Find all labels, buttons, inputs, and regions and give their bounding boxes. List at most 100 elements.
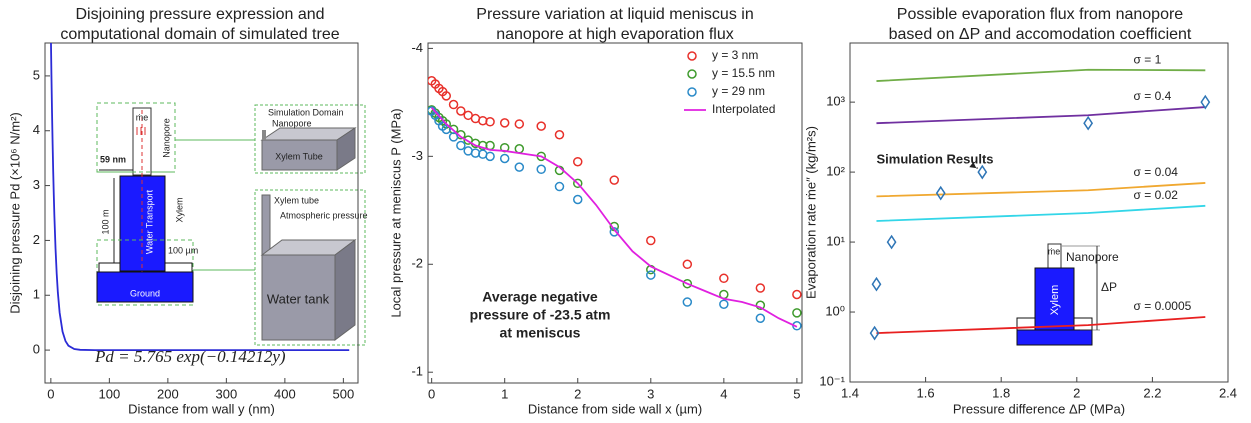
data-point <box>485 151 495 162</box>
y-tick-label: 2 <box>33 232 40 247</box>
y-tick-label: 4 <box>33 122 40 137</box>
legend-swatch <box>687 69 697 79</box>
tank-side <box>334 239 356 341</box>
y-axis-label: Local pressure at meniscus P (MPa) <box>388 108 403 317</box>
y-tick-label: -2 <box>411 256 423 271</box>
inset-label: Xylem <box>174 197 184 222</box>
x-tick-label: 0 <box>47 386 54 401</box>
data-point <box>456 140 466 151</box>
evap-arrows <box>136 127 146 135</box>
chart-title: Disjoining pressure expression and <box>75 6 324 23</box>
annotation: Average negative <box>482 289 598 305</box>
data-point <box>499 153 510 164</box>
series-line <box>876 68 1206 82</box>
block-front <box>261 139 338 171</box>
data-point <box>646 235 656 246</box>
series-line <box>876 204 1206 222</box>
legend-label: y = 29 nm <box>712 84 765 98</box>
x-tick-label: 1.6 <box>917 385 935 400</box>
tank-front <box>261 254 336 341</box>
series-label: Simulation Results <box>876 151 993 166</box>
series-label: σ = 1 <box>1134 52 1162 66</box>
x-tick-label: 1.8 <box>992 385 1010 400</box>
data-point <box>514 119 525 129</box>
data-point <box>682 259 693 270</box>
data-point <box>609 175 620 185</box>
legend-label: y = 15.5 nm <box>712 66 775 80</box>
y-tick-label: 10⁻¹ <box>819 373 845 388</box>
x-tick-label: 2.4 <box>1219 385 1237 400</box>
inset-label: 100 m <box>100 209 110 234</box>
data-point <box>935 185 946 201</box>
tree-diagram: Nanopore 59 nm 100 m Water Transport Xyl… <box>94 102 368 366</box>
data-point <box>554 181 565 192</box>
y-tick-label: 10³ <box>826 94 845 109</box>
data-point <box>456 106 466 116</box>
x-tick-label: 1.4 <box>841 385 859 400</box>
data-point <box>485 117 495 127</box>
legend-swatch <box>687 87 697 97</box>
x-axis-label: Distance from wall y (nm) <box>128 401 275 416</box>
series-label: σ = 0.0005 <box>1134 299 1192 313</box>
plot-area <box>50 43 350 351</box>
chart-title: based on ΔP and accomodation coefficient <box>889 26 1192 43</box>
ground <box>1016 329 1093 346</box>
x-tick-label: 0 <box>428 386 435 401</box>
series-line <box>430 107 798 328</box>
data-point <box>514 162 525 172</box>
xylem <box>119 175 166 272</box>
plot-frame <box>427 42 803 384</box>
inset-label: Water Transport <box>144 189 154 254</box>
y-tick-label: -4 <box>411 40 423 55</box>
data-point <box>869 325 880 341</box>
data-point <box>719 299 729 309</box>
x-tick-label: 100 <box>99 386 121 401</box>
series-line <box>50 43 350 351</box>
tube <box>261 194 271 256</box>
ground <box>96 271 194 303</box>
x-tick-label: 1 <box>501 386 508 401</box>
data-point <box>719 273 729 284</box>
data-point <box>441 91 452 101</box>
block-side <box>336 127 356 171</box>
annotation: at meniscus <box>500 325 581 341</box>
data-point <box>609 227 620 237</box>
inset-label: ΔP <box>1101 280 1117 294</box>
data-point <box>441 124 452 135</box>
ground-edge <box>1073 317 1093 331</box>
inset-label: Ground <box>130 288 160 298</box>
inset-label: Nanopore <box>161 118 171 158</box>
meniscus-note: Average negative pressure of -23.5 atm a… <box>470 289 611 341</box>
y-tick-label: -3 <box>411 148 423 163</box>
chart-title: computational domain of simulated tree <box>60 26 339 43</box>
data-point <box>554 129 565 140</box>
xylem-inset: ṁe Nanopore ΔP Xylem <box>1016 243 1119 346</box>
x-tick-label: 2 <box>1073 385 1080 400</box>
inset-label: Water tank <box>267 291 330 306</box>
legend-label: Interpolated <box>712 102 775 116</box>
x-tick-label: 300 <box>216 386 238 401</box>
plot-frame <box>44 42 359 384</box>
data-point <box>792 289 802 300</box>
ground-edge <box>164 262 193 273</box>
data-point <box>1200 94 1211 110</box>
y-tick-label: 10⁰ <box>825 303 845 318</box>
data-point <box>871 276 882 292</box>
series-line <box>876 182 1206 198</box>
y-tick-label: 10² <box>826 164 845 179</box>
plot-area <box>869 68 1211 341</box>
plot-frame <box>849 42 1229 383</box>
x-tick-label: 200 <box>157 386 179 401</box>
inset-label: Xylem tube <box>274 195 319 205</box>
data-point <box>682 278 693 289</box>
domain-box <box>254 104 366 174</box>
data-point <box>572 178 583 189</box>
y-tick-label: 10¹ <box>826 234 845 249</box>
inset-label: Xylem <box>1049 285 1061 316</box>
series-label: σ = 0.04 <box>1134 165 1179 179</box>
inset-label: ṁe <box>136 112 149 122</box>
data-point <box>682 297 693 307</box>
x-axis-label: Pressure difference ΔP (MPa) <box>953 401 1125 416</box>
data-point <box>886 234 897 250</box>
